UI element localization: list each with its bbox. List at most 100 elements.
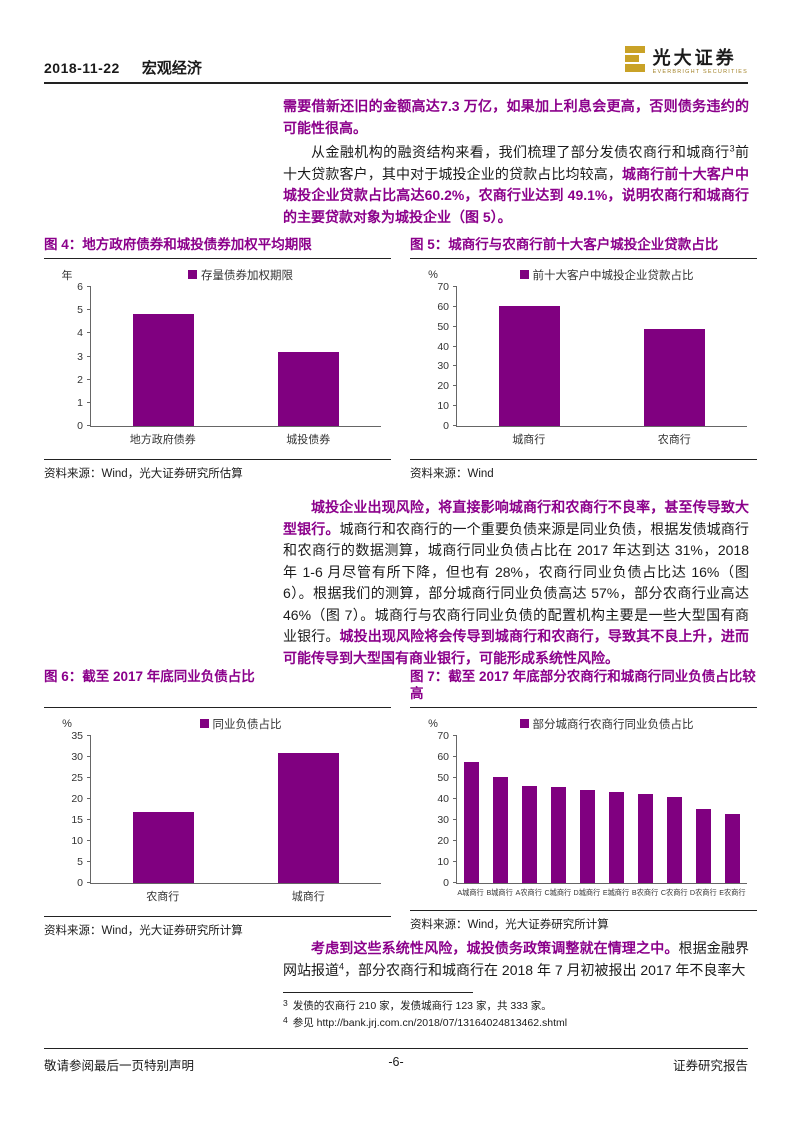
y-tick-label: 40 [437,340,449,353]
footnote-3: 3 发债的农商行 210 家，发债城商行 123 家，共 333 家。 [283,998,749,1015]
bar-E农商行 [725,813,740,883]
middle-text-block: 城投企业出现风险，将直接影响城商行和农商行不良率，甚至传导致大型银行。城商行和农… [283,497,749,672]
y-tick-mark [453,405,457,407]
y-tick-label: 30 [437,814,449,826]
figure-6: 图 6：截至 2017 年底同业负债占比 % 同业负债占比 0 5 10 15 20 25 30… [44,668,391,938]
emphasis-text: 需要借新还旧的金额高达7.3 万亿，如果加上利息会更高，否则债务违约的可能性很高… [283,98,749,136]
middle-paragraph: 城投企业出现风险，将直接影响城商行和农商行不良率，甚至传导致大型银行。城商行和农… [283,497,749,669]
figure-4: 图 4：地方政府债券和城投债券加权平均期限 年 存量债券加权期限 0 1 2 3 4 5 6 地方… [44,236,391,481]
bar-slot [573,736,602,883]
y-tick-label: 35 [71,730,83,742]
report-date: 2018-11-22 [44,60,120,76]
x-category-label: D农商行 [689,888,717,897]
brand-subtitle: EVERBRIGHT SECURITIES [652,69,748,75]
body-text: 从金融机构的融资结构来看，我们梳理了部分发债农商行和城商行 [311,144,730,160]
footnote-4-number: 4 [283,1015,288,1025]
bar-农商行 [644,328,705,426]
bar-slot [631,736,660,883]
y-tick-mark [453,819,457,820]
figure-6-chart: % 同业负债占比 0 5 10 15 20 25 30 35 农商行 城商行 [44,715,391,904]
x-category-label: B农商行 [631,888,659,897]
legend-label: 同业负债占比 [212,718,282,731]
y-tick-label: 0 [77,420,83,432]
y-tick-mark [87,840,91,841]
y-tick-label: 15 [71,814,83,826]
x-axis-labels: 农商行 城商行 [90,888,381,904]
y-tick-mark [87,355,91,357]
body-text: 城商行和农商行的一个重要负债来源是同业负债，根据发债城商行和农商行的数据测算，城… [283,520,749,645]
y-tick-label: 10 [437,400,449,413]
bar-B城商行 [493,776,508,883]
bar-农商行 [133,811,194,883]
brand-text: 光大证券 EVERBRIGHT SECURITIES [653,49,748,75]
bar-slot [544,736,573,883]
y-tick-label: 70 [437,730,449,742]
y-tick-mark [87,735,91,736]
y-tick-label: 0 [77,877,83,889]
footnote-3-text: 发债的农商行 210 家，发债城商行 123 家，共 333 家。 [292,1000,552,1012]
legend-label: 存量债券加权期限 [201,269,293,282]
y-tick-mark [87,378,91,380]
chart-header: % 前十大客户中城投企业贷款占比 [410,266,757,283]
brand-name: 光大证券 [652,48,737,68]
x-category-label: D城商行 [573,888,601,897]
y-tick-mark [453,861,457,862]
y-tick-mark [453,840,457,841]
page-number: -6- [388,1055,404,1069]
y-tick-label: 10 [71,835,83,847]
emphasis-text: 城商行前十大客户中城投企业贷款占比高达60.2%，农商行业达到 49.1%，说明… [283,165,749,225]
legend-swatch [519,270,529,279]
body-text: ，部分农商行和城商行在 2018 年 7 月初被报出 2017 年不良率大 [344,961,746,978]
y-axis-unit: % [62,717,72,730]
x-category-label: C农商行 [660,888,688,897]
emphasis-text: 城投出现风险将会传导到城商行和农商行，导致其不良上升，进而可能传导到大型国有商业… [283,628,749,666]
y-tick-label: 50 [437,320,449,333]
y-tick-label: 1 [77,396,83,409]
bar-slot [236,736,381,883]
plot-area: 0 5 10 15 20 25 30 35 [71,731,381,888]
footer-disclaimer: 敬请参阅最后一页特别声明 [44,1059,195,1073]
x-category-label: E农商行 [719,888,746,897]
body-text: 根据金融界网站报道 [283,940,750,978]
chart-legend: 同业负债占比 [90,716,391,732]
chart-header: % 部分城商行农商行同业负债占比 [410,715,757,732]
footer-report-type: 证券研究报告 [672,1059,748,1073]
emphasis-text: 考虑到这些系统性风险，城投债务政策调整就在情理之中。 [311,940,679,956]
bar-城商行 [278,752,339,883]
plot-area: 0 10 20 30 40 50 60 70 [437,282,747,431]
bar-A城商行 [464,762,479,883]
y-tick-mark [453,345,457,347]
figure-6-title: 图 6：截至 2017 年底同业负债占比 [44,668,391,708]
x-category-label: A城商行 [457,888,484,897]
footnotes-block: 3 发债的农商行 210 家，发债城商行 123 家，共 333 家。 4 参见… [283,992,749,1032]
footnote-4-text: 参见 http://bank.jrj.com.cn/2018/07/131640… [293,1015,567,1032]
legend-label: 部分城商行农商行同业负债占比 [532,718,694,731]
y-tick-label: 3 [77,350,83,363]
y-tick-label: 60 [437,300,449,313]
footnote-3-number: 3 [283,998,288,1008]
y-axis-unit: % [428,268,438,281]
bar-C农商行 [667,796,682,883]
y-tick-label: 5 [77,304,83,317]
y-tick-mark [453,882,457,883]
intro-paragraph-2: 从金融机构的融资结构来看，我们梳理了部分发债农商行和城商行3前十大贷款客户，其中… [283,142,749,228]
report-section-title: 宏观经济 [141,60,202,77]
bar-slot [91,287,236,426]
y-tick-mark [87,401,91,403]
y-tick-label: 0 [443,420,449,432]
bars-container [457,736,747,883]
plot-area: 0 10 20 30 40 50 60 70 [437,731,747,888]
bars-container [91,736,381,883]
footnote-4-link[interactable]: http://bank.jrj.com.cn/2018/07/131640248… [316,1017,568,1029]
bottom-paragraph: 考虑到这些系统性风险，城投债务政策调整就在情理之中。根据金融界网站报道4，部分农… [283,938,749,981]
figure-7-title: 图 7：截至 2017 年底部分农商行和城商行同业负债占比较高 [410,668,757,708]
plot-area: 0 1 2 3 4 5 6 [77,282,381,431]
y-tick-mark [453,286,457,287]
y-tick-mark [453,756,457,757]
x-category-label: 农商行 [146,891,180,903]
x-category-label: A农商行 [515,888,542,897]
y-tick-label: 4 [77,327,83,340]
y-tick-label: 20 [437,380,449,393]
y-tick-label: 2 [77,373,83,386]
